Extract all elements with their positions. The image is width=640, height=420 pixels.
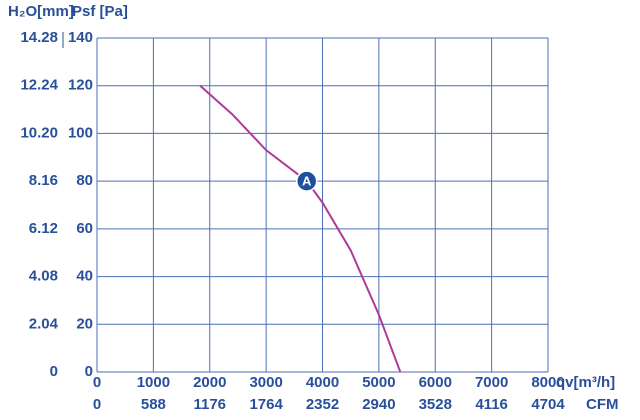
y2-axis-label: H₂O[mm] <box>8 3 74 20</box>
y2-tick-label: 4.08 <box>29 268 58 285</box>
operating-point <box>295 170 318 192</box>
x-axis-label: qv[m³/h] <box>556 374 615 391</box>
y-tick-label: 40 <box>76 268 93 285</box>
x2-tick-label: 1764 <box>249 396 283 413</box>
y2-tick-label: 12.24 <box>20 77 58 94</box>
x2-tick-label: 2352 <box>306 396 339 413</box>
y-tick-label: 120 <box>68 77 93 94</box>
x2-tick-label: 2940 <box>362 396 395 413</box>
y2-tick-label: 10.20 <box>20 124 58 141</box>
y2-tick-label: 6.12 <box>29 220 58 237</box>
y-tick-label: 140 <box>68 29 93 46</box>
x-tick-label: 6000 <box>419 374 452 391</box>
x-tick-label: 0 <box>93 374 101 391</box>
operating-point-label: A <box>302 174 312 189</box>
y2-tick-label: 0 <box>50 363 58 380</box>
y-tick-label: 80 <box>76 172 93 189</box>
y2-tick-label: 8.16 <box>29 172 58 189</box>
x-tick-label: 3000 <box>249 374 282 391</box>
x2-tick-label: 0 <box>93 396 101 413</box>
x-tick-label: 5000 <box>362 374 395 391</box>
y-axis-label: Psf [Pa] <box>72 3 128 20</box>
y2-tick-label: 2.04 <box>29 315 59 332</box>
y-tick-label: 60 <box>76 220 93 237</box>
x2-tick-label: 3528 <box>419 396 452 413</box>
x2-tick-label: 4116 <box>475 396 508 413</box>
x-tick-label: 1000 <box>137 374 170 391</box>
x-tick-label: 2000 <box>193 374 226 391</box>
x-tick-label: 7000 <box>475 374 508 391</box>
x2-tick-label: 4704 <box>531 396 565 413</box>
y-tick-label: 0 <box>85 363 93 380</box>
x-tick-label: 4000 <box>306 374 339 391</box>
y-tick-label: 100 <box>68 124 93 141</box>
x2-tick-label: 588 <box>141 396 166 413</box>
y-tick-label: 20 <box>76 315 93 332</box>
x2-tick-label: 1176 <box>193 396 226 413</box>
x2-axis-label: CFM <box>586 396 619 413</box>
x-tick-label: 8000 <box>531 374 564 391</box>
y2-tick-label: 14.28 <box>20 29 58 46</box>
